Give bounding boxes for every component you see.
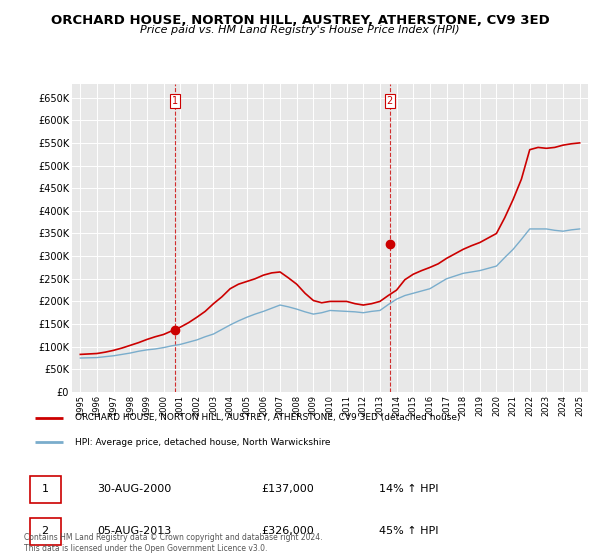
Text: 1: 1 bbox=[172, 96, 178, 106]
FancyBboxPatch shape bbox=[29, 517, 61, 545]
Text: 2: 2 bbox=[386, 96, 393, 106]
Text: 05-AUG-2013: 05-AUG-2013 bbox=[97, 526, 172, 536]
Text: 45% ↑ HPI: 45% ↑ HPI bbox=[379, 526, 439, 536]
Text: HPI: Average price, detached house, North Warwickshire: HPI: Average price, detached house, Nort… bbox=[75, 437, 330, 446]
Text: Contains HM Land Registry data © Crown copyright and database right 2024.
This d: Contains HM Land Registry data © Crown c… bbox=[24, 533, 323, 553]
Text: £137,000: £137,000 bbox=[261, 484, 314, 494]
Text: 30-AUG-2000: 30-AUG-2000 bbox=[97, 484, 172, 494]
Text: ORCHARD HOUSE, NORTON HILL, AUSTREY, ATHERSTONE, CV9 3ED (detached house): ORCHARD HOUSE, NORTON HILL, AUSTREY, ATH… bbox=[75, 413, 460, 422]
Text: ORCHARD HOUSE, NORTON HILL, AUSTREY, ATHERSTONE, CV9 3ED: ORCHARD HOUSE, NORTON HILL, AUSTREY, ATH… bbox=[50, 14, 550, 27]
FancyBboxPatch shape bbox=[29, 475, 61, 503]
Text: 1: 1 bbox=[41, 484, 49, 494]
Text: £326,000: £326,000 bbox=[261, 526, 314, 536]
Text: 14% ↑ HPI: 14% ↑ HPI bbox=[379, 484, 439, 494]
Text: Price paid vs. HM Land Registry's House Price Index (HPI): Price paid vs. HM Land Registry's House … bbox=[140, 25, 460, 35]
Text: 2: 2 bbox=[41, 526, 49, 536]
